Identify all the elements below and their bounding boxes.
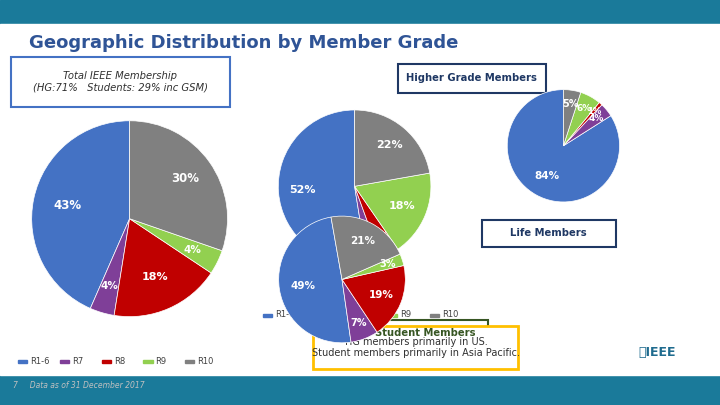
Text: R1-6: R1-6 (275, 310, 294, 319)
Text: R8: R8 (359, 310, 370, 319)
Bar (0, 24, 720, 375)
Bar (143, 360, 153, 363)
Text: 18%: 18% (389, 201, 415, 211)
Wedge shape (130, 121, 228, 251)
Bar (0, 375, 720, 405)
Bar (18, 360, 27, 363)
Text: R10: R10 (442, 310, 459, 319)
Bar (305, 313, 314, 317)
Text: 6%: 6% (576, 104, 592, 113)
Text: 3%: 3% (361, 236, 377, 246)
Text: Student Members: Student Members (374, 328, 475, 338)
Wedge shape (355, 173, 431, 249)
Text: 21%: 21% (350, 237, 375, 247)
Text: 19%: 19% (369, 290, 393, 300)
Text: R7: R7 (72, 357, 84, 366)
Text: 30%: 30% (171, 173, 199, 185)
Text: 52%: 52% (289, 185, 316, 196)
Text: R1-6: R1-6 (30, 357, 50, 366)
Wedge shape (130, 219, 222, 273)
FancyBboxPatch shape (11, 57, 230, 107)
Wedge shape (564, 90, 581, 146)
Text: 49%: 49% (291, 281, 315, 291)
Wedge shape (279, 217, 351, 343)
Text: 7%: 7% (351, 318, 367, 328)
Text: Life Members: Life Members (510, 228, 587, 238)
Text: 7     Data as of 31 December 2017: 7 Data as of 31 December 2017 (13, 381, 145, 390)
Text: R10: R10 (197, 357, 214, 366)
Wedge shape (564, 92, 599, 146)
Text: 4%: 4% (588, 114, 604, 123)
Text: 4%: 4% (184, 245, 202, 255)
Text: Total IEEE Membership
(HG:71%   Students: 29% inc GSM): Total IEEE Membership (HG:71% Students: … (32, 71, 208, 93)
Text: 22%: 22% (376, 141, 402, 150)
FancyBboxPatch shape (398, 64, 546, 93)
Text: 18%: 18% (142, 272, 168, 282)
Text: R8: R8 (114, 357, 125, 366)
Wedge shape (114, 219, 211, 317)
Wedge shape (355, 186, 398, 258)
Wedge shape (342, 279, 377, 342)
Text: R9: R9 (156, 357, 166, 366)
Wedge shape (355, 186, 381, 262)
Bar (185, 360, 194, 363)
Text: ⬥IEEE: ⬥IEEE (639, 346, 676, 359)
Bar (346, 313, 356, 317)
Bar (60, 360, 69, 363)
Wedge shape (331, 216, 400, 279)
Bar (102, 360, 111, 363)
Text: 4%: 4% (101, 281, 119, 291)
Text: Geographic Distribution by Member Grade: Geographic Distribution by Member Grade (29, 34, 458, 51)
Wedge shape (564, 105, 611, 146)
Text: Higher Grade Members: Higher Grade Members (406, 73, 537, 83)
FancyBboxPatch shape (362, 320, 488, 347)
Wedge shape (508, 90, 619, 202)
Text: 43%: 43% (53, 199, 81, 212)
Wedge shape (564, 102, 602, 146)
Wedge shape (32, 121, 130, 308)
Text: 3%: 3% (379, 260, 396, 269)
Text: 5%: 5% (562, 99, 578, 109)
Bar (0, 0, 720, 24)
Text: R7: R7 (317, 310, 328, 319)
Text: 84%: 84% (534, 171, 559, 181)
Text: R9: R9 (400, 310, 411, 319)
Bar (263, 313, 272, 317)
FancyBboxPatch shape (482, 220, 616, 247)
Text: 4%: 4% (372, 232, 389, 241)
Bar (430, 313, 439, 317)
FancyBboxPatch shape (313, 326, 518, 369)
Wedge shape (90, 219, 130, 315)
Wedge shape (342, 266, 405, 332)
Wedge shape (342, 254, 404, 279)
Wedge shape (279, 110, 366, 262)
Text: 1%: 1% (587, 107, 601, 116)
Wedge shape (355, 110, 430, 186)
Bar (388, 313, 397, 317)
Text: HG members primarily in US.
Student members primarily in Asia Pacific.: HG members primarily in US. Student memb… (312, 337, 520, 358)
